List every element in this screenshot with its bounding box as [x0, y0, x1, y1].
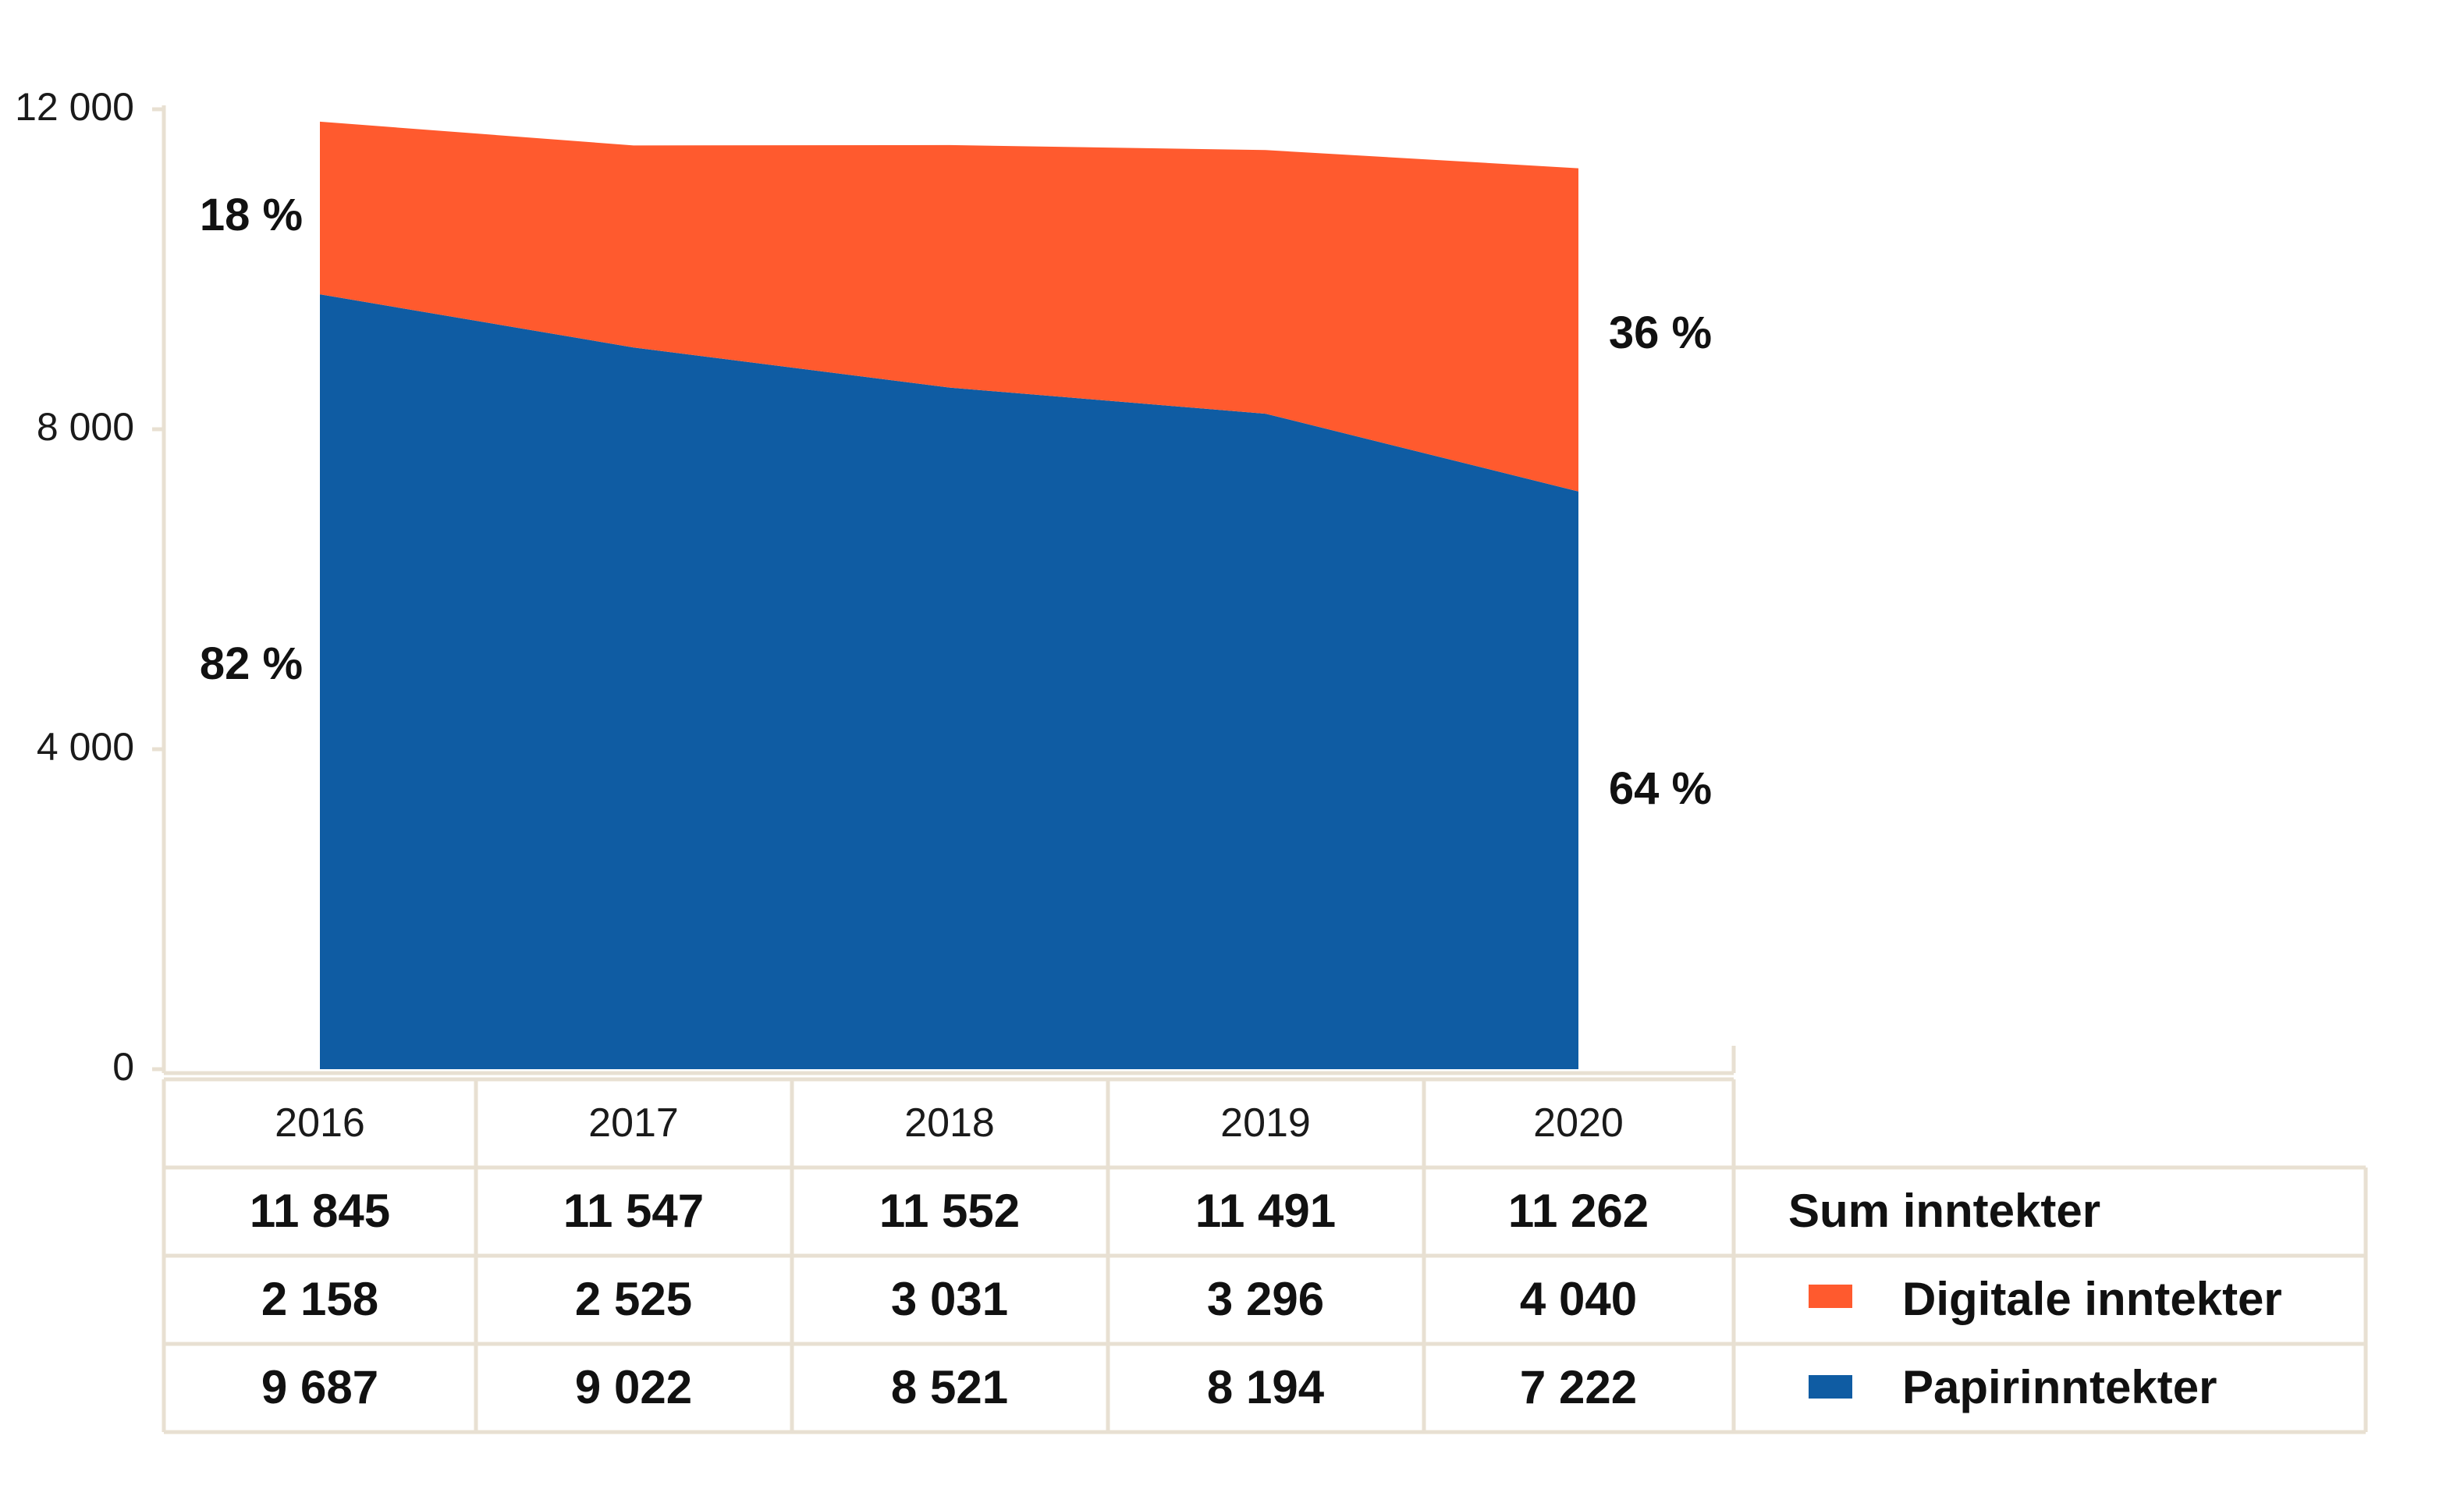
paper-row: 9 687 9 022 8 521 8 194 7 222 Papirinnte…: [261, 1361, 2217, 1413]
area-digitale-inntekter: [320, 121, 1578, 492]
digital-share-2016: 18 %: [200, 190, 303, 240]
sum-value: 11 552: [879, 1185, 1020, 1237]
data-table: 2016 2017 2018 2019 2020 11 845 11 547 1…: [162, 1077, 2368, 1434]
y-tick-label: 0: [112, 1045, 134, 1089]
year-label: 2018: [904, 1100, 995, 1146]
digital-value: 3 031: [891, 1273, 1008, 1325]
year-label: 2020: [1533, 1100, 1624, 1146]
paper-value: 9 022: [575, 1361, 692, 1413]
legend-swatch-digital: [1809, 1285, 1852, 1308]
sum-label: Sum inntekter: [1788, 1185, 2100, 1237]
digital-value: 3 296: [1207, 1273, 1324, 1325]
y-tick-label: 4 000: [37, 725, 134, 769]
paper-value: 7 222: [1520, 1361, 1637, 1413]
axes-and-grid: [152, 105, 1736, 1075]
legend-label-paper: Papirinntekter: [1902, 1361, 2217, 1413]
paper-value: 8 521: [891, 1361, 1008, 1413]
paper-share-2016: 82 %: [200, 638, 303, 689]
digital-row: 2 158 2 525 3 031 3 296 4 040 Digitale i…: [261, 1273, 2282, 1325]
plot-area: [320, 121, 1578, 1070]
digital-value: 2 525: [575, 1273, 692, 1325]
sum-value: 11 845: [250, 1185, 390, 1237]
digital-share-2020: 36 %: [1609, 307, 1712, 358]
y-tick-label: 12 000: [15, 85, 134, 129]
y-tick-labels: 12 000 8 000 4 000 0: [15, 85, 134, 1089]
paper-value: 8 194: [1207, 1361, 1325, 1413]
paper-value: 9 687: [261, 1361, 378, 1413]
table-grid: [162, 1077, 2368, 1434]
paper-share-2020: 64 %: [1609, 763, 1712, 814]
sum-value: 11 547: [563, 1185, 704, 1237]
sum-value: 11 491: [1195, 1185, 1336, 1237]
year-label: 2019: [1220, 1100, 1311, 1146]
year-row: 2016 2017 2018 2019 2020: [275, 1100, 1624, 1146]
digital-value: 2 158: [261, 1273, 378, 1325]
digital-value: 4 040: [1520, 1273, 1637, 1325]
sum-value: 11 262: [1508, 1185, 1649, 1237]
area-papirinntekter: [320, 294, 1578, 1070]
legend-label-digital: Digitale inntekter: [1902, 1273, 2282, 1325]
y-tick-label: 8 000: [37, 405, 134, 449]
year-label: 2016: [275, 1100, 365, 1146]
legend-swatch-paper: [1809, 1375, 1852, 1399]
year-label: 2017: [588, 1100, 679, 1146]
share-annotations: 18 % 82 % 36 % 64 %: [200, 190, 1712, 814]
sum-row: 11 845 11 547 11 552 11 491 11 262 Sum i…: [250, 1185, 2100, 1237]
